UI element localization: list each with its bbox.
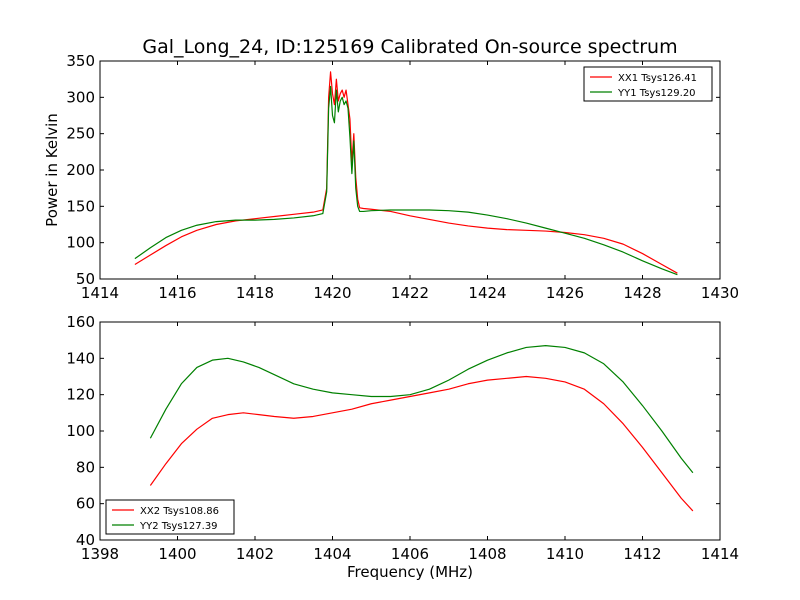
legend-label-1: XX1 Tsys126.41 (618, 73, 697, 84)
x-tick-label: 1410 (546, 545, 584, 563)
axes-frame (99, 321, 721, 541)
x-tick-label: 1416 (158, 284, 196, 302)
x-tick-label: 1414 (701, 545, 739, 563)
top-panel: 1414 1416 1418 1420 1422 1424 1426 1428 1430 50 10… (43, 52, 739, 302)
figure-title: Gal_Long_24, ID:125169 Calibrated On-sou… (142, 36, 677, 58)
y-tick-label: 250 (66, 125, 95, 143)
series-line-1-1 (134, 71, 678, 274)
x-tick-label: 1422 (391, 284, 429, 302)
x-tick-label: 1430 (701, 284, 739, 302)
x-tick-label: 1414 (81, 284, 119, 302)
legend-label-2: YY1 Tsys129.20 (617, 88, 696, 99)
x-tick-label: 1408 (468, 545, 506, 563)
x-tick-label: 1424 (468, 284, 506, 302)
x-tick-label: 1398 (81, 545, 119, 563)
y-tick-label: 50 (76, 270, 95, 288)
y-tick-label: 300 (66, 88, 95, 106)
y-tick-label: 200 (66, 161, 95, 179)
axes-frame (99, 60, 721, 280)
y-tick-label: 40 (76, 531, 95, 549)
series-line-1-2 (134, 85, 678, 276)
y-tick-label: 80 (76, 458, 95, 476)
legend-box (583, 66, 713, 102)
y-tick-label: 100 (66, 234, 95, 252)
legend: XX2 Tsys108.86 YY2 Tsys127.39 (105, 499, 235, 535)
legend: XX1 Tsys126.41 YY1 Tsys129.20 (583, 66, 713, 102)
x-axis-label: Frequency (MHz) (347, 563, 473, 581)
x-tick-label: 1402 (236, 545, 274, 563)
legend-label-2: YY2 Tsys127.39 (139, 521, 218, 532)
y-tick-label: 140 (66, 349, 95, 367)
series-line-2-1 (149, 375, 694, 512)
x-tick-label: 1418 (236, 284, 274, 302)
bottom-panel: 1398 1400 1402 1404 1406 1408 1410 1412 1414 40 60… (66, 313, 739, 581)
x-tick-label: 1406 (391, 545, 429, 563)
y-tick-label: 350 (66, 52, 95, 70)
x-tick-label: 1412 (623, 545, 661, 563)
x-tick-label: 1428 (623, 284, 661, 302)
legend-label-1: XX2 Tsys108.86 (140, 506, 219, 517)
x-tick-label: 1420 (313, 284, 351, 302)
y-tick-label: 120 (66, 386, 95, 404)
x-tick-label: 1404 (313, 545, 351, 563)
y-tick-label: 150 (66, 197, 95, 215)
x-tick-label: 1426 (546, 284, 584, 302)
y-tick-label: 160 (66, 313, 95, 331)
legend-box (105, 499, 235, 535)
y-axis-label: Power in Kelvin (43, 113, 61, 227)
y-tick-label: 60 (76, 495, 95, 513)
y-tick-label: 100 (66, 422, 95, 440)
x-tick-label: 1400 (158, 545, 196, 563)
series-line-2-2 (149, 345, 694, 474)
